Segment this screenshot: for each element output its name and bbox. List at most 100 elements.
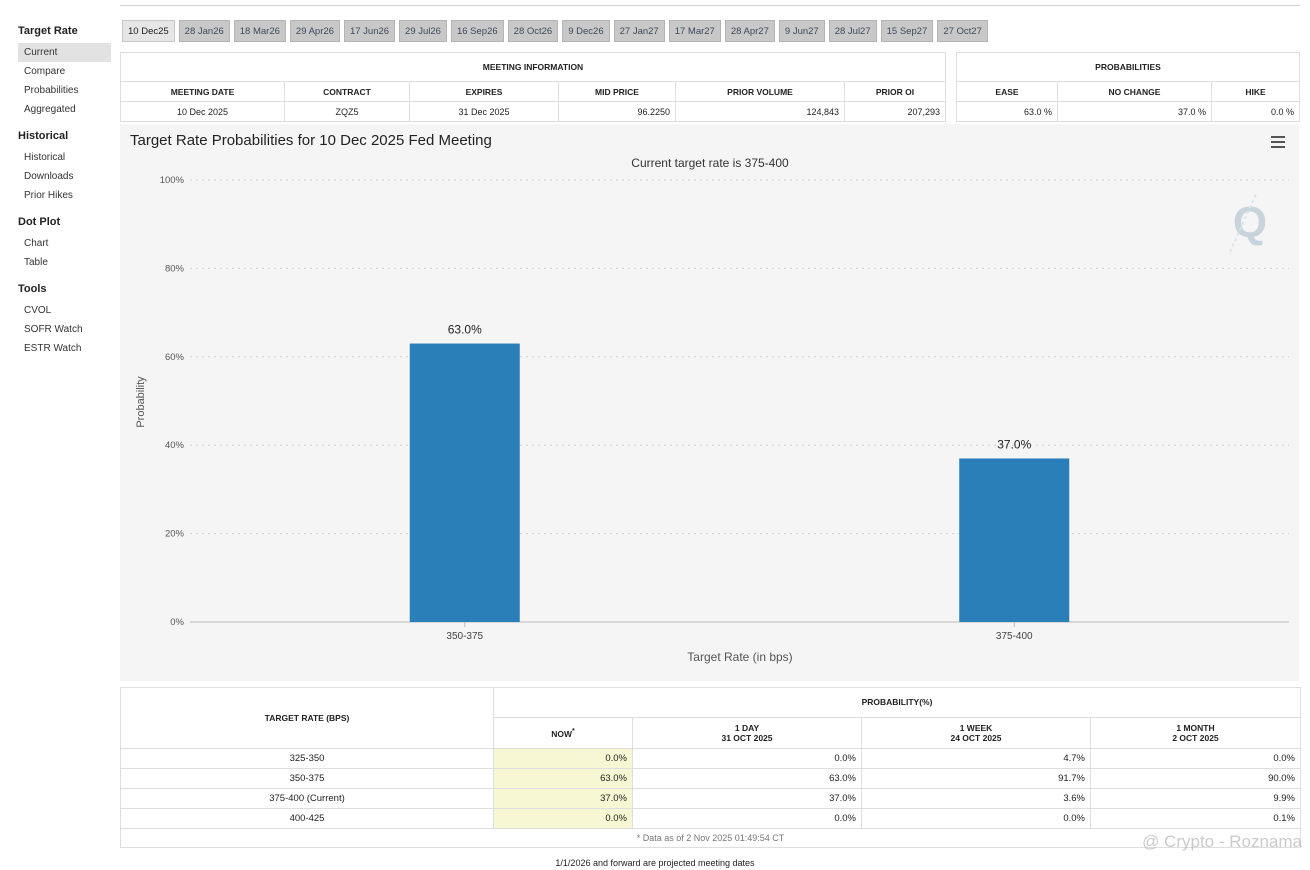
x-tick-label: 350-375 — [446, 631, 483, 642]
sidebar: Target Rate Current Compare Probabilitie… — [18, 25, 111, 358]
y-tick-label: 80% — [165, 263, 185, 274]
probability-header: PROBABILITY(%) — [493, 687, 1301, 718]
sidebar-section-target-rate: Target Rate Current Compare Probabilitie… — [18, 25, 111, 119]
x-axis-title: Target Rate (in bps) — [687, 650, 792, 664]
value-cell: 37.0% — [632, 788, 862, 809]
value-cell: 4.7% — [861, 748, 1091, 769]
now-cell: 37.0% — [493, 788, 633, 809]
tab-meeting[interactable]: 29 Jul26 — [399, 20, 447, 42]
col-header-1-month: 1 MONTH 2 OCT 2025 — [1090, 716, 1301, 750]
probability-table: TARGET RATE (BPS) PROBABILITY(%) NOW* 1 … — [120, 687, 1301, 848]
data-label: 37.0% — [997, 437, 1031, 451]
table-row: 400-425 0.0% 0.0% 0.0% 0.1% — [120, 808, 1301, 829]
tab-meeting[interactable]: 17 Mar27 — [668, 20, 721, 42]
tab-meeting[interactable]: 18 Mar26 — [233, 20, 286, 42]
probabilities-title: PROBABILITIES — [956, 52, 1300, 82]
rate-cell: 350-375 — [120, 768, 494, 789]
y-tick-label: 40% — [165, 440, 185, 451]
value-cell: 63.0% — [632, 768, 862, 789]
chart-panel: Target Rate Probabilities for 10 Dec 202… — [120, 124, 1299, 681]
sidebar-item-prior-hikes[interactable]: Prior Hikes — [24, 190, 73, 201]
col-header-1-day: 1 DAY 31 OCT 2025 — [632, 716, 862, 750]
col-header: EXPIRES — [409, 81, 559, 102]
data-timestamp-note: * Data as of 2 Nov 2025 01:49:54 CT — [120, 828, 1301, 848]
meeting-date-cell: 10 Dec 2025 — [120, 101, 285, 122]
sidebar-section-title: Tools — [18, 283, 47, 295]
prior-oi-cell: 207,293 — [844, 101, 946, 122]
sidebar-item-aggregated[interactable]: Aggregated — [24, 104, 76, 115]
sidebar-item-historical[interactable]: Historical — [24, 152, 66, 163]
tab-meeting[interactable]: 15 Sep27 — [880, 20, 934, 42]
value-cell: 91.7% — [861, 768, 1091, 789]
tab-meeting[interactable]: 27 Jan27 — [613, 20, 665, 42]
chart-subtitle: Current target rate is 375-400 — [631, 156, 789, 170]
meeting-info-table: MEETING INFORMATION MEETING DATE CONTRAC… — [120, 52, 946, 122]
sidebar-item-chart[interactable]: Chart — [24, 238, 49, 249]
sidebar-section-title: Target Rate — [18, 25, 78, 37]
tab-meeting[interactable]: 29 Apr26 — [289, 20, 340, 42]
col-header: PRIOR OI — [844, 81, 946, 102]
tab-meeting[interactable]: 27 Oct27 — [937, 20, 988, 42]
value-cell: 0.1% — [1090, 808, 1301, 829]
sidebar-item-current[interactable]: Current — [18, 43, 111, 62]
probability-chart: Current target rate is 375-400 0% 20% 40% 6… — [135, 156, 1289, 664]
now-cell: 63.0% — [493, 768, 633, 789]
col-header: CONTRACT — [284, 81, 410, 102]
menu-icon[interactable] — [1271, 136, 1285, 151]
sidebar-item-compare[interactable]: Compare — [24, 66, 66, 77]
rate-cell: 400-425 — [120, 808, 494, 829]
y-tick-label: 0% — [170, 617, 184, 628]
tab-meeting[interactable]: 28 Oct26 — [507, 20, 559, 42]
value-cell: 3.6% — [861, 788, 1091, 809]
tab-meeting[interactable]: 28 Jul27 — [828, 20, 877, 42]
value-cell: 90.0% — [1090, 768, 1301, 789]
contract-cell: ZQZ5 — [284, 101, 410, 122]
sidebar-item-estr-watch[interactable]: ESTR Watch — [24, 343, 82, 354]
tab-meeting[interactable]: 10 Dec25 — [122, 20, 175, 42]
now-cell: 0.0% — [493, 808, 633, 829]
tab-meeting[interactable]: 28 Jan26 — [178, 20, 230, 42]
value-cell: 0.0% — [861, 808, 1091, 829]
sidebar-item-table[interactable]: Table — [24, 257, 48, 268]
no-change-cell: 37.0 % — [1057, 101, 1212, 122]
table-row: 375-400 (Current) 37.0% 37.0% 3.6% 9.9% — [120, 788, 1301, 809]
sidebar-section-title: Historical — [18, 130, 69, 142]
tab-meeting[interactable]: 17 Jun26 — [343, 20, 396, 42]
table-row: 350-375 63.0% 63.0% 91.7% 90.0% — [120, 768, 1301, 789]
data-label: 63.0% — [448, 323, 482, 337]
sidebar-item-probabilities[interactable]: Probabilities — [24, 85, 79, 96]
y-axis-title: Probability — [135, 376, 147, 428]
ease-cell: 63.0 % — [956, 101, 1058, 122]
q-logo-icon: Q — [1229, 193, 1267, 253]
table-row: 325-350 0.0% 0.0% 4.7% 0.0% — [120, 748, 1301, 769]
y-tick-label: 60% — [165, 352, 185, 363]
now-cell: 0.0% — [493, 748, 633, 769]
rate-cell: 375-400 (Current) — [120, 788, 494, 809]
sidebar-item-cvol[interactable]: CVOL — [24, 305, 52, 316]
chart-title: Target Rate Probabilities for 10 Dec 202… — [130, 132, 492, 149]
y-tick-label: 100% — [160, 175, 185, 186]
col-header: MEETING DATE — [120, 81, 285, 102]
meeting-tabs: 10 Dec25 28 Jan26 18 Mar26 29 Apr26 17 J… — [122, 20, 988, 42]
col-header: EASE — [956, 81, 1058, 102]
tab-meeting[interactable]: 9 Jun27 — [778, 20, 825, 42]
hike-cell: 0.0 % — [1211, 101, 1300, 122]
value-cell: 9.9% — [1090, 788, 1301, 809]
sidebar-section-title: Dot Plot — [18, 216, 61, 228]
tab-meeting[interactable]: 9 Dec26 — [562, 20, 610, 42]
tab-meeting[interactable]: 28 Apr27 — [724, 20, 775, 42]
bar-350-375[interactable] — [409, 343, 520, 622]
rate-cell: 325-350 — [120, 748, 494, 769]
value-cell: 0.0% — [632, 748, 862, 769]
col-header: HIKE — [1211, 81, 1300, 102]
value-cell: 0.0% — [1090, 748, 1301, 769]
col-header-now: NOW* — [493, 716, 633, 750]
tab-meeting[interactable]: 16 Sep26 — [450, 20, 504, 42]
sidebar-item-downloads[interactable]: Downloads — [24, 171, 74, 182]
value-cell: 0.0% — [632, 808, 862, 829]
col-header: MID PRICE — [558, 81, 676, 102]
bar-375-400[interactable] — [959, 458, 1070, 622]
sidebar-item-sofr-watch[interactable]: SOFR Watch — [24, 324, 83, 335]
col-header: NO CHANGE — [1057, 81, 1212, 102]
projected-dates-footnote: 1/1/2026 and forward are projected meeti… — [555, 858, 755, 868]
